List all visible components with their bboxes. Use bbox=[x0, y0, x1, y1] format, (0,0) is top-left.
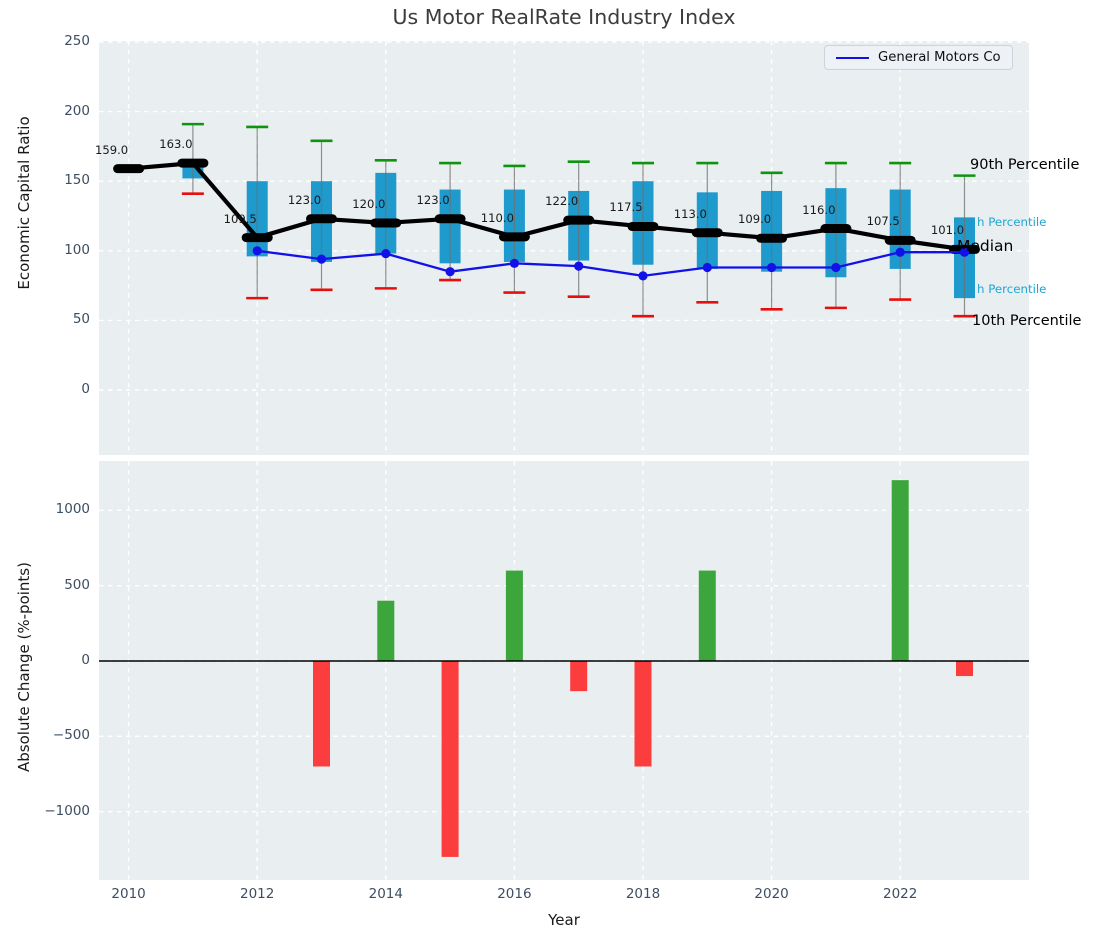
median-marker-2011 bbox=[177, 158, 209, 168]
median-marker-2010 bbox=[113, 164, 145, 174]
median-value-label-2022: 107.5 bbox=[866, 214, 900, 229]
median-value-label-2016: 110.0 bbox=[480, 210, 514, 225]
ytick-bottom--500: −500 bbox=[52, 727, 90, 744]
bottom-y-axis-label: Absolute Change (%-points) bbox=[15, 562, 33, 772]
gm-point-2017 bbox=[574, 261, 584, 271]
gm-point-2021 bbox=[831, 262, 841, 273]
ytick-top-150: 150 bbox=[64, 172, 90, 189]
median-value-label-2014: 120.0 bbox=[352, 196, 386, 211]
gm-point-2022 bbox=[895, 247, 905, 257]
gm-point-2019 bbox=[702, 262, 712, 273]
median-value-label-2017: 122.0 bbox=[545, 194, 579, 209]
xtick-2010: 2010 bbox=[111, 886, 146, 902]
change-bar-2018 bbox=[634, 661, 652, 767]
ytick-bottom-0: 0 bbox=[81, 652, 90, 668]
change-bar-2017 bbox=[570, 661, 588, 692]
gm-point-2013 bbox=[316, 254, 327, 264]
change-bar-2015 bbox=[441, 661, 459, 857]
ytick-top-0: 0 bbox=[81, 381, 90, 397]
median-marker-2022 bbox=[884, 235, 916, 245]
x-axis-label: Year bbox=[548, 911, 580, 929]
xtick-2014: 2014 bbox=[368, 886, 403, 902]
median-value-label-2013: 123.0 bbox=[287, 192, 322, 207]
annotation-25th-percentile: h Percentile bbox=[977, 282, 1047, 296]
median-value-label-2018: 117.5 bbox=[609, 200, 643, 215]
median-marker-2017 bbox=[563, 215, 595, 225]
annotation-75th-percentile: h Percentile bbox=[977, 215, 1047, 229]
median-marker-2019 bbox=[691, 228, 723, 238]
change-bar-2023 bbox=[956, 661, 973, 677]
annotation-90th-percentile: 90th Percentile bbox=[970, 157, 1080, 173]
median-value-label-2010: 159.0 bbox=[94, 142, 129, 157]
xtick-2020: 2020 bbox=[754, 886, 789, 902]
annotation-median: Median bbox=[957, 237, 1014, 255]
gm-point-2016 bbox=[509, 258, 519, 268]
ytick-bottom-500: 500 bbox=[64, 576, 90, 593]
median-marker-2015 bbox=[434, 214, 466, 224]
gm-point-2023 bbox=[959, 247, 970, 257]
median-value-label-2012: 109.5 bbox=[223, 211, 257, 226]
xtick-2018: 2018 bbox=[625, 886, 661, 902]
median-value-label-2023: 101.0 bbox=[930, 223, 965, 238]
median-marker-2018 bbox=[627, 221, 659, 231]
gm-point-2015 bbox=[445, 267, 455, 277]
annotation-10th-percentile: 10th Percentile bbox=[972, 313, 1082, 329]
top-y-axis-label: Economic Capital Ratio bbox=[15, 116, 33, 290]
xtick-2016: 2016 bbox=[497, 886, 532, 902]
median-value-label-2021: 116.0 bbox=[802, 202, 836, 217]
gm-point-2018 bbox=[638, 271, 648, 281]
median-value-label-2011: 163.0 bbox=[159, 137, 193, 152]
ytick-top-50: 50 bbox=[72, 311, 90, 328]
median-marker-2013 bbox=[306, 214, 337, 224]
median-value-label-2015: 123.0 bbox=[416, 192, 450, 207]
ytick-top-200: 200 bbox=[64, 102, 90, 119]
gm-line bbox=[257, 249, 965, 278]
change-bar-2013 bbox=[313, 661, 330, 767]
xtick-2022: 2022 bbox=[883, 886, 918, 902]
median-value-label-2020: 109.0 bbox=[737, 212, 772, 227]
gm-point-2012 bbox=[252, 246, 262, 256]
xtick-2012: 2012 bbox=[240, 886, 275, 902]
legend-line-icon bbox=[836, 56, 869, 59]
median-marker-2021 bbox=[820, 224, 852, 234]
bottom-plot-area bbox=[99, 461, 1029, 880]
change-bar-2014 bbox=[377, 600, 395, 661]
median-marker-2016 bbox=[498, 232, 530, 242]
gm-point-2020 bbox=[767, 262, 777, 273]
ytick-bottom--1000: −1000 bbox=[44, 802, 90, 819]
ytick-top-250: 250 bbox=[64, 33, 90, 49]
chart-title: Us Motor RealRate Industry Index bbox=[392, 5, 736, 29]
median-marker-2014 bbox=[370, 218, 402, 228]
ytick-top-100: 100 bbox=[64, 241, 90, 258]
median-value-label-2019: 113.0 bbox=[673, 206, 707, 221]
change-bar-2019 bbox=[698, 570, 716, 661]
gm-point-2014 bbox=[381, 248, 391, 259]
change-bar-2022 bbox=[891, 480, 909, 661]
legend: General Motors Co bbox=[824, 45, 1013, 70]
ytick-bottom-1000: 1000 bbox=[55, 501, 90, 518]
legend-label: General Motors Co bbox=[878, 50, 1001, 65]
change-bar-2016 bbox=[505, 570, 523, 661]
median-marker-2012 bbox=[241, 233, 273, 243]
median-marker-2020 bbox=[756, 233, 788, 243]
